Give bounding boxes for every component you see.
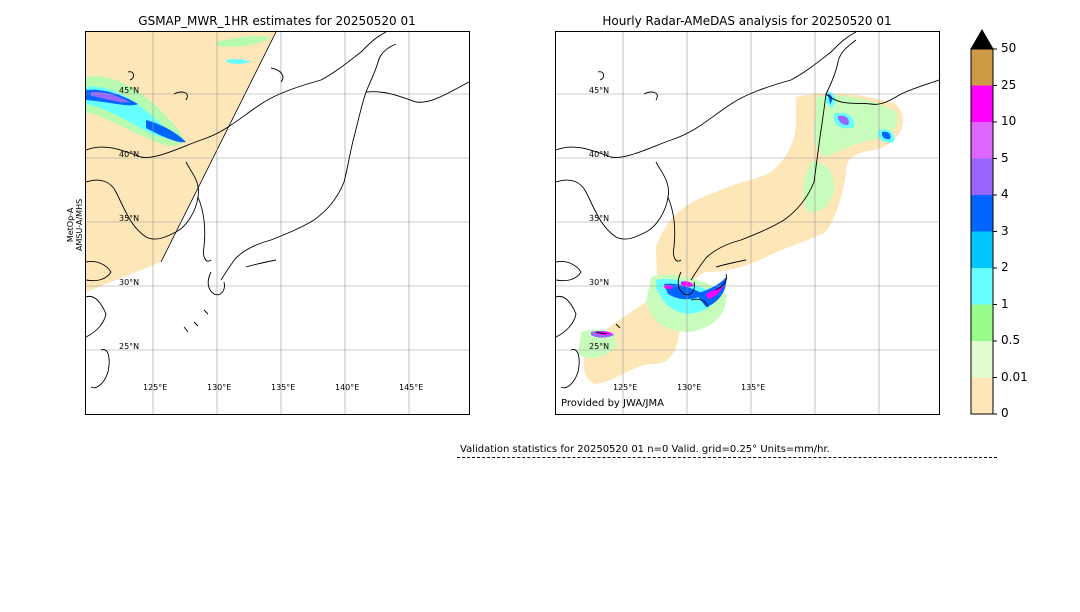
colorbar-tick-label: 10	[1001, 114, 1017, 128]
left-lon-label-145: 145°E	[399, 383, 424, 392]
right-rain-purple-1	[838, 115, 849, 125]
right-rain-light-1	[813, 95, 898, 157]
right-panel-title: Hourly Radar-AMeDAS analysis for 2025052…	[602, 14, 892, 28]
left-precip-top	[216, 36, 271, 47]
provided-by-label: Provided by JWA/JMA	[561, 398, 664, 409]
colorbar-tick-label: 5	[1001, 150, 1009, 165]
left-swath-area	[86, 32, 276, 292]
colorbar-tick-label: 1	[1001, 296, 1009, 311]
right-rain-blue-5	[882, 131, 891, 140]
left-lon-label-130: 130°E	[207, 383, 232, 392]
colorbar-segment	[971, 122, 993, 159]
left-lat-label-45: 45°N	[119, 86, 140, 95]
right-lon-label-130: 130°E	[677, 383, 702, 392]
right-lon-label-135: 135°E	[741, 383, 766, 392]
right-lat-label-25: 25°N	[589, 342, 610, 351]
right-gridlines	[556, 32, 939, 414]
colorbar-segment	[971, 377, 993, 414]
colorbar-segment	[971, 195, 993, 232]
left-gridlines	[86, 32, 469, 414]
right-lat-label-30: 30°N	[589, 278, 610, 287]
left-map-panel: 45°N 40°N 35°N 30°N 25°N 125°E 130°E 135…	[85, 31, 470, 415]
colorbar-segment	[971, 158, 993, 195]
satellite-label-line1: MetOp-A	[66, 207, 75, 243]
left-coastlines	[86, 32, 469, 389]
colorbar-tick-label: 2	[1001, 260, 1009, 274]
left-lat-label-25: 25°N	[119, 342, 140, 351]
left-lat-label-35: 35°N	[119, 214, 140, 223]
validation-statistics: Validation statistics for 20250520 01 n=…	[460, 444, 830, 455]
colorbar-segment	[971, 49, 993, 86]
left-precip-top2	[226, 58, 251, 64]
colorbar-tick-label: 4	[1001, 187, 1009, 201]
colorbar-tick-label: 0.01	[1001, 369, 1028, 384]
satellite-label-line2: AMSU-A/MHS	[75, 198, 84, 251]
colorbar-tick-label: 50	[1001, 41, 1017, 55]
left-map-svg	[86, 32, 469, 414]
right-rain-magenta-2	[681, 281, 694, 288]
right-rain-blue-1	[664, 283, 704, 300]
left-swath-edge	[160, 32, 277, 263]
left-lon-label-140: 140°E	[335, 383, 360, 392]
colorbar-segment	[971, 231, 993, 268]
right-rain-light-2	[803, 161, 835, 213]
satellite-side-label: MetOp-A AMSU-A/MHS	[66, 199, 84, 251]
colorbar-segment	[971, 304, 993, 341]
colorbar-tick-label: 0.5	[1001, 333, 1021, 347]
left-lon-label-135: 135°E	[271, 383, 296, 392]
colorbar-segment	[971, 341, 993, 378]
colorbar-segment	[971, 85, 993, 122]
colorbar-extend-arrow	[970, 29, 994, 50]
right-coastlines	[556, 32, 939, 389]
left-lat-label-40: 40°N	[119, 150, 140, 159]
right-map-svg	[556, 32, 939, 414]
left-lon-label-125: 125°E	[143, 383, 168, 392]
left-panel-title: GSMAP_MWR_1HR estimates for 20250520 01	[138, 14, 416, 28]
right-lat-label-45: 45°N	[589, 86, 610, 95]
colorbar-tick-label: 3	[1001, 223, 1009, 238]
right-lat-label-35: 35°N	[589, 214, 610, 223]
left-lat-label-30: 30°N	[119, 278, 140, 287]
colorbar-tick-label: 0	[1001, 406, 1009, 420]
left-precip-band2	[146, 120, 186, 143]
left-precip-purple	[91, 91, 130, 103]
right-map-panel: 45°N 40°N 35°N 30°N 25°N 125°E 130°E 135…	[555, 31, 940, 415]
colorbar-svg	[970, 29, 997, 415]
right-lat-label-40: 40°N	[589, 150, 610, 159]
colorbar: 50 25 10 5 4 3 2 1 0.5 0.01 0	[960, 28, 1040, 420]
colorbar-tick-label: 25	[1001, 77, 1017, 92]
validation-underline	[457, 457, 997, 458]
right-lon-label-125: 125°E	[613, 383, 638, 392]
colorbar-segment	[971, 268, 993, 305]
